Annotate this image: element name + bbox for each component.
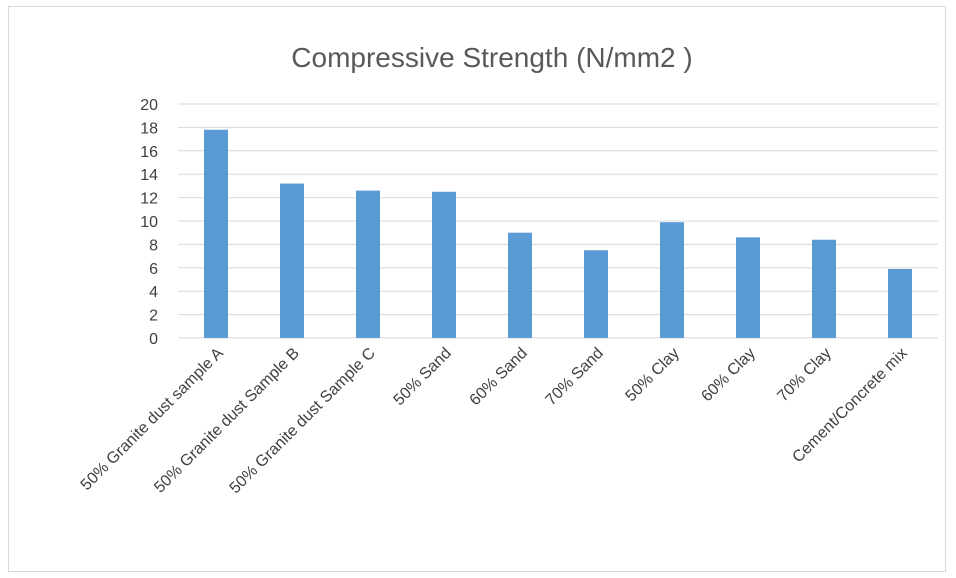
y-tick-label: 18 [140,120,158,137]
x-category-label: 50% Clay [622,345,682,405]
chart-title: Compressive Strength (N/mm2 ) [291,42,692,73]
x-axis-labels: 50% Granite dust sample A50% Granite dus… [78,345,911,497]
x-category-label: 50% Granite dust sample A [78,345,227,494]
bar [508,232,532,338]
x-category-label: 50% Granite dust Sample B [151,345,303,497]
bar [584,250,608,338]
x-category-label: 50% Sand [391,345,455,409]
bar [812,239,836,338]
bar [736,237,760,338]
y-tick-label: 16 [140,144,158,161]
y-tick-label: 8 [149,237,158,254]
x-category-label: 60% Sand [467,345,531,409]
y-tick-label: 20 [140,97,158,114]
bar [280,183,304,338]
chart-frame [8,6,946,572]
bar [660,222,684,338]
bar [356,190,380,338]
y-tick-label: 0 [149,331,158,348]
x-category-label: 70% Sand [543,345,607,409]
y-tick-label: 2 [149,308,158,325]
y-tick-label: 12 [140,191,158,208]
gridlines [178,103,938,339]
y-axis-ticks: 0 2 4 6 8 10 12 14 16 18 20 [140,97,158,348]
y-tick-label: 14 [140,167,158,184]
x-category-label: 70% Clay [774,345,834,405]
x-category-label: 60% Clay [698,345,758,405]
y-tick-label: 6 [149,261,158,278]
x-category-label: 50% Granite dust Sample C [227,345,379,497]
y-tick-label: 10 [140,214,158,231]
y-tick-label: 4 [149,284,158,301]
bar [432,191,456,338]
bar [204,129,228,338]
bars [204,129,912,338]
bar [888,268,912,338]
